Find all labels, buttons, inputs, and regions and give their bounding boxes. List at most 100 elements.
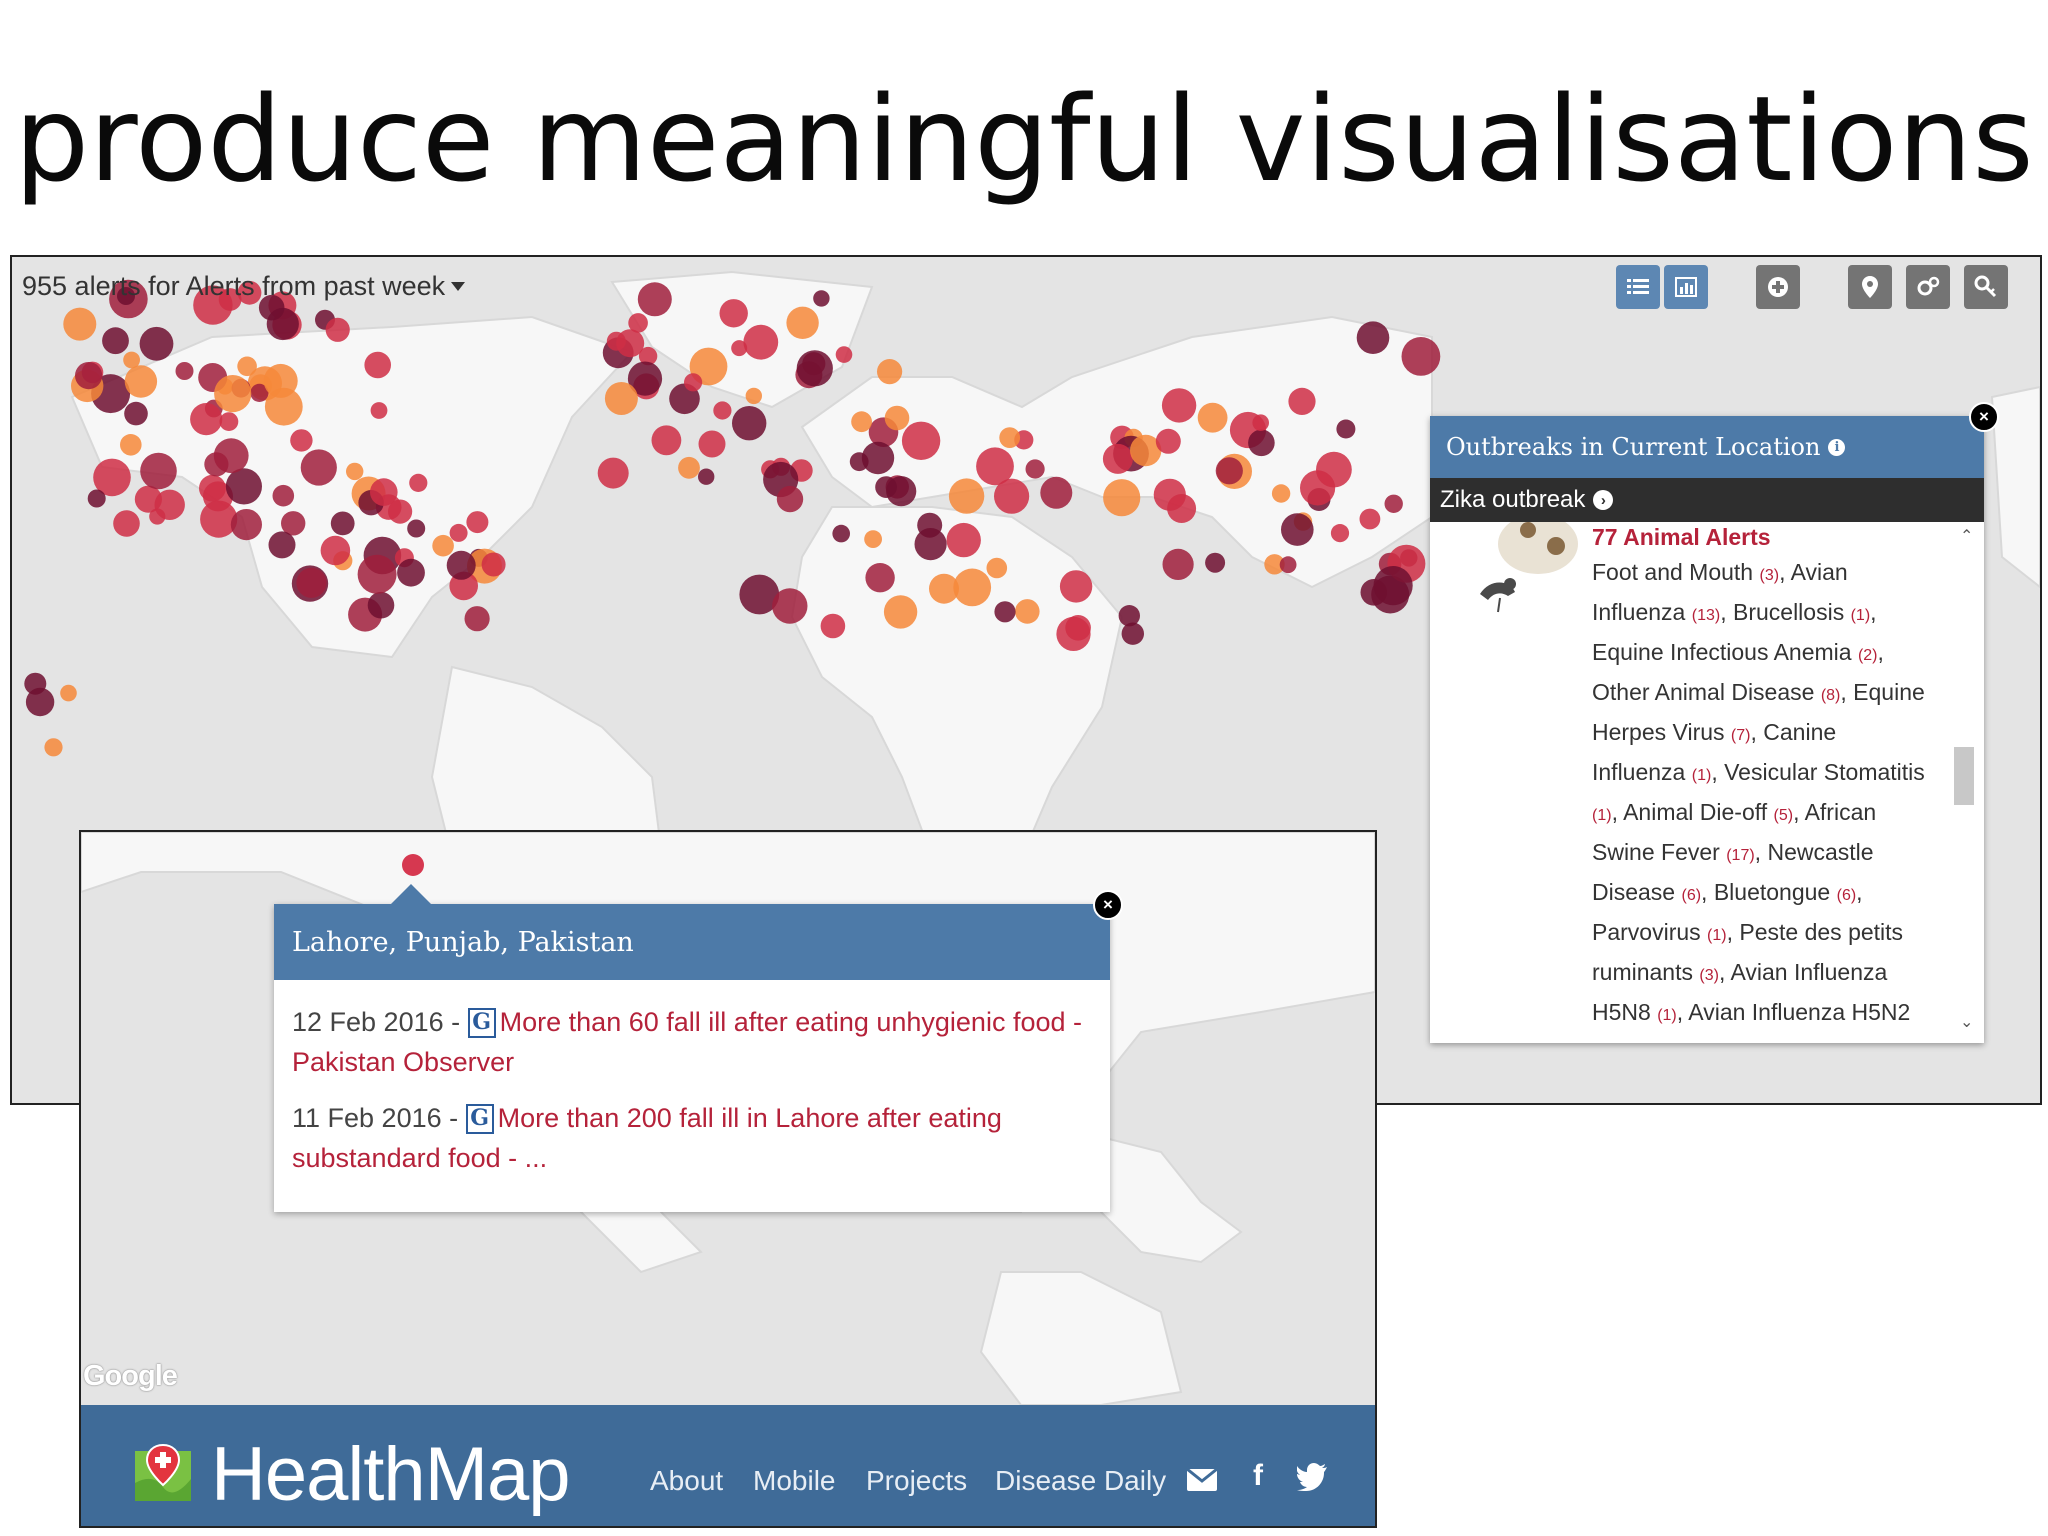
alert-marker[interactable]	[1065, 615, 1091, 641]
alert-marker[interactable]	[320, 535, 351, 566]
alert-marker[interactable]	[370, 478, 398, 506]
alert-marker[interactable]	[124, 401, 148, 426]
alert-marker[interactable]	[786, 306, 819, 339]
chevron-up-icon[interactable]: ⌃	[1960, 528, 1974, 545]
alert-marker[interactable]	[117, 287, 135, 305]
alert-marker[interactable]	[300, 449, 337, 486]
disease-name[interactable]: Avian Influenza H5N2	[1688, 999, 1911, 1025]
twitter-icon[interactable]	[1296, 1463, 1329, 1499]
alert-marker[interactable]	[628, 313, 648, 333]
alert-marker[interactable]	[986, 557, 1008, 579]
alert-marker[interactable]	[994, 601, 1016, 623]
chart-view-button[interactable]	[1664, 265, 1708, 309]
disease-name[interactable]: Equine Infectious Anemia	[1592, 639, 1858, 665]
alert-marker[interactable]	[266, 307, 299, 341]
alert-marker[interactable]	[999, 427, 1021, 448]
alert-marker[interactable]	[268, 531, 296, 559]
alert-marker[interactable]	[397, 558, 425, 587]
alert-marker[interactable]	[219, 412, 239, 431]
alert-marker[interactable]	[1059, 570, 1093, 603]
alert-marker[interactable]	[370, 402, 388, 419]
alert-marker[interactable]	[884, 405, 910, 431]
healthmap-logo-icon[interactable]	[133, 1443, 195, 1505]
alert-marker[interactable]	[1025, 459, 1045, 479]
alert-marker[interactable]	[678, 456, 700, 479]
alert-marker[interactable]	[60, 684, 77, 702]
alert-marker[interactable]	[861, 441, 895, 475]
add-alert-button[interactable]	[1756, 265, 1800, 309]
alert-marker[interactable]	[1330, 524, 1350, 543]
disease-name[interactable]: Foot and Mouth	[1592, 559, 1760, 585]
alert-marker[interactable]	[296, 567, 327, 598]
alert-marker[interactable]	[1197, 402, 1228, 433]
alert-marker[interactable]	[1118, 605, 1141, 627]
location-button[interactable]	[1848, 265, 1892, 309]
alert-marker[interactable]	[1121, 622, 1145, 645]
alert-marker[interactable]	[864, 530, 882, 548]
disease-name[interactable]: Parvovirus	[1592, 919, 1708, 945]
alert-marker[interactable]	[63, 307, 97, 341]
disease-name[interactable]: Brucellosis	[1732, 599, 1851, 625]
alert-marker[interactable]	[250, 383, 269, 402]
alert-marker[interactable]	[44, 738, 63, 757]
alert-marker[interactable]	[464, 606, 490, 632]
disease-name[interactable]: Peste des petits ruminants	[1592, 919, 1904, 985]
alert-marker[interactable]	[123, 351, 140, 369]
nav-about[interactable]: About	[650, 1465, 724, 1496]
alert-marker[interactable]	[264, 387, 303, 426]
alert-marker[interactable]	[883, 595, 918, 629]
alert-marker[interactable]	[432, 534, 454, 557]
alert-marker[interactable]	[976, 447, 1014, 486]
alert-marker[interactable]	[225, 468, 262, 505]
alert-marker[interactable]	[743, 324, 779, 360]
facebook-icon[interactable]: f	[1253, 1459, 1263, 1492]
alert-marker[interactable]	[388, 499, 413, 524]
close-panel-button[interactable]: ×	[1969, 402, 1999, 432]
alert-marker[interactable]	[481, 552, 506, 577]
alert-markers[interactable]	[24, 279, 1441, 757]
alert-marker[interactable]	[175, 362, 194, 380]
alert-marker[interactable]	[466, 511, 489, 534]
alert-marker[interactable]	[214, 375, 252, 413]
alert-marker[interactable]	[627, 361, 663, 396]
alert-marker[interactable]	[1401, 337, 1441, 376]
alert-marker[interactable]	[364, 351, 392, 379]
alert-marker[interactable]	[1288, 387, 1316, 415]
alert-marker[interactable]	[407, 519, 426, 538]
alert-marker[interactable]	[745, 387, 762, 405]
alert-marker[interactable]	[1015, 599, 1040, 624]
alert-marker[interactable]	[449, 523, 468, 542]
alert-marker[interactable]	[237, 280, 262, 305]
alert-marker[interactable]	[446, 550, 476, 580]
alert-marker[interactable]	[719, 299, 748, 328]
alert-marker[interactable]	[1359, 508, 1381, 530]
disease-name[interactable]: Bluetongue	[1713, 879, 1837, 905]
alert-marker[interactable]	[772, 588, 808, 624]
alert-marker[interactable]	[1103, 479, 1141, 517]
alert-marker[interactable]	[263, 363, 298, 398]
close-popup-button[interactable]: ×	[1093, 890, 1123, 920]
alert-marker[interactable]	[835, 346, 853, 363]
alert-marker[interactable]	[281, 511, 306, 536]
alert-marker[interactable]	[813, 290, 830, 307]
alert-marker[interactable]	[87, 489, 106, 508]
alert-marker[interactable]	[732, 406, 767, 441]
chevron-down-icon[interactable]: ⌄	[1960, 1014, 1974, 1031]
alert-marker[interactable]	[713, 401, 732, 420]
alert-marker[interactable]	[200, 500, 238, 538]
alert-marker[interactable]	[230, 509, 262, 541]
alert-marker[interactable]	[946, 522, 981, 558]
alert-marker[interactable]	[139, 326, 174, 361]
alert-marker[interactable]	[1102, 443, 1133, 474]
alert-marker[interactable]	[637, 282, 672, 317]
disease-name[interactable]: Animal Die-off	[1623, 799, 1774, 825]
alert-marker[interactable]	[1040, 476, 1073, 509]
alert-marker[interactable]	[739, 574, 780, 615]
alert-marker[interactable]	[914, 528, 947, 561]
alert-marker[interactable]	[409, 473, 428, 492]
envelope-icon[interactable]	[1186, 1465, 1218, 1499]
alert-marker[interactable]	[1384, 494, 1403, 513]
alert-marker[interactable]	[597, 457, 629, 489]
nav-projects[interactable]: Projects	[866, 1465, 968, 1496]
disease-name[interactable]: Avian Influenza H5N8	[1592, 959, 1888, 1025]
